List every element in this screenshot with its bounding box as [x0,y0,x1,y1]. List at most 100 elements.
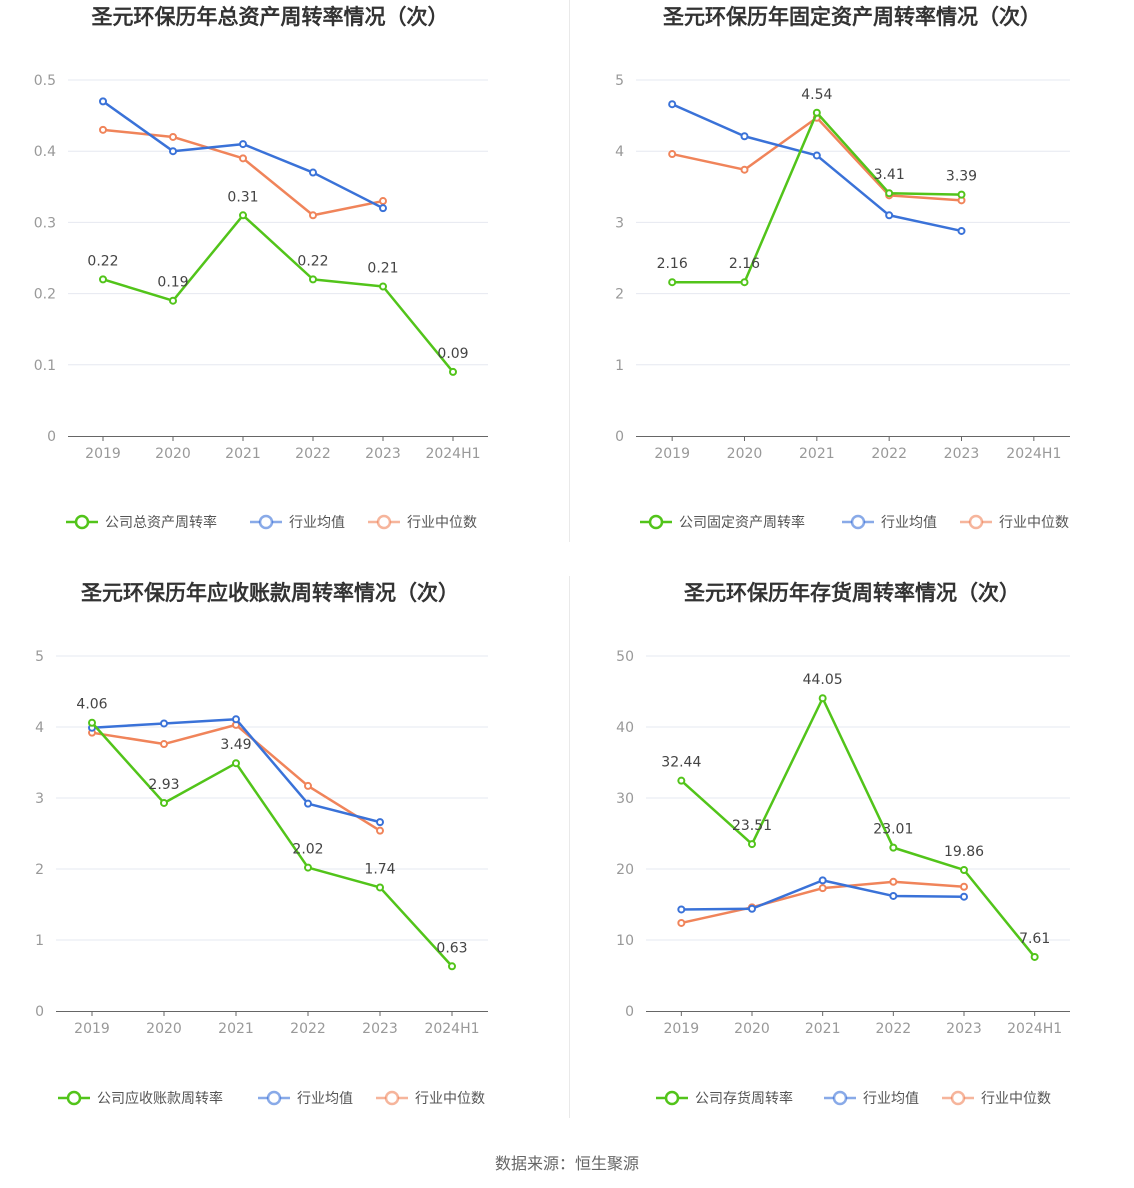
y-tick-label: 5 [615,73,624,89]
data-label: 3.39 [946,169,977,185]
data-point [889,843,898,852]
x-tick-label: 2023 [946,1021,982,1037]
data-point [885,189,894,198]
legend-marker [648,514,664,530]
data-point [309,211,317,220]
data-point [376,826,384,835]
legend-marker [66,1090,82,1106]
vertical-divider-top [569,0,570,542]
data-label: 3.49 [220,737,251,753]
legend-label: 行业均值 [863,1091,919,1107]
x-tick-label: 2021 [805,1021,841,1037]
data-point [232,715,240,724]
x-tick-label: 2022 [871,446,907,462]
y-tick-label: 50 [616,649,634,665]
data-point [239,140,247,149]
series-line [671,103,962,233]
x-tick-label: 2019 [654,446,690,462]
chart-title: 圣元环保历年应收账款周转率情况（次） [81,581,459,605]
y-tick-label: 0.2 [34,287,56,303]
data-label: 0.21 [367,260,398,276]
data-point [740,132,749,141]
x-tick-label: 2020 [146,1021,182,1037]
x-tick-label: 2020 [727,446,763,462]
y-tick-label: 40 [616,720,634,736]
chart-receivables-turnover: 圣元环保历年应收账款周转率情况（次） 0 1 2 3 4 5 2019 2020 2021 2022… [0,576,570,1136]
y-tick-label: 0 [615,429,624,445]
data-point [668,278,677,287]
data-point [748,840,756,849]
data-point [304,799,312,808]
y-tick-label: 2 [35,862,44,878]
data-point [449,367,457,376]
legend-label: 公司应收账款周转率 [97,1090,223,1107]
data-label: 0.22 [87,253,118,269]
x-tick-label: 2019 [85,446,121,462]
legend-label: 行业中位数 [999,515,1069,531]
data-label: 2.02 [292,842,323,858]
x-tick-label: 2022 [290,1021,326,1037]
data-point [960,865,968,874]
legend-label: 行业中位数 [407,515,477,531]
data-label: 0.31 [227,189,258,205]
x-tick-label: 2022 [876,1021,912,1037]
data-label: 2.93 [148,777,179,793]
data-point [309,275,317,284]
x-tick-label: 2024H1 [1006,446,1061,462]
legend-label: 公司固定资产周转率 [679,514,805,531]
legend-label: 公司存货周转率 [695,1090,793,1107]
data-point [379,197,387,206]
data-point [239,154,247,163]
chart-svg: 圣元环保历年存货周转率情况（次） 0 10 20 30 40 50 2019 2020 2021 2… [616,581,1070,1107]
data-point [304,781,312,790]
legend-label: 行业均值 [297,1091,353,1107]
data-point [379,282,387,291]
x-tick-label: 2021 [799,446,835,462]
data-point [160,719,168,728]
data-point [812,151,821,160]
y-tick-label: 0 [625,1004,634,1020]
chart-fixed-asset-turnover: 圣元环保历年固定资产周转率情况（次） 0 1 2 3 4 5 2019 2020 2021 2022… [570,0,1134,560]
y-tick-label: 0 [35,1004,44,1020]
data-point [668,150,677,159]
data-point [379,204,387,213]
x-tick-label: 2020 [155,446,191,462]
vertical-divider-bottom [569,576,570,1118]
x-tick-label: 2023 [365,446,401,462]
data-point [160,740,168,749]
data-label: 23.51 [732,818,772,834]
legend-marker [258,514,274,530]
data-point [232,759,240,768]
legend-label: 公司总资产周转率 [105,514,217,531]
legend-marker [664,1090,680,1106]
data-point [99,275,107,284]
data-label: 2.16 [729,256,760,272]
chart-svg: 圣元环保历年应收账款周转率情况（次） 0 1 2 3 4 5 2019 2020 2021 2022… [35,581,488,1107]
x-tick-label: 2024H1 [425,446,480,462]
y-tick-label: 20 [616,862,634,878]
series-line [91,721,453,968]
y-tick-label: 0.3 [34,215,56,231]
x-tick-label: 2022 [295,446,331,462]
data-point [309,168,317,177]
chart-total-asset-turnover: 圣元环保历年总资产周转率情况（次） 0 0.1 0.2 0.3 0.4 0.5 2019 202… [0,0,570,560]
y-tick-label: 4 [615,144,624,160]
legend-label: 行业中位数 [981,1091,1051,1107]
x-tick-label: 2024H1 [424,1021,479,1037]
data-point [668,100,677,109]
y-tick-label: 0.1 [34,358,56,374]
chart-inventory-turnover: 圣元环保历年存货周转率情况（次） 0 10 20 30 40 50 2019 2020 2021 2… [570,576,1134,1136]
legend-marker [950,1090,966,1106]
legend-marker [74,514,90,530]
data-point [818,876,827,885]
data-label: 44.05 [803,672,843,688]
data-label: 7.61 [1019,931,1050,947]
x-tick-label: 2020 [734,1021,770,1037]
data-point [812,108,821,117]
data-label: 1.74 [364,861,395,877]
chart-title: 圣元环保历年存货周转率情况（次） [684,581,1020,605]
legend-marker [376,514,392,530]
data-point [376,818,384,827]
data-point [740,278,749,287]
data-point [169,147,177,156]
